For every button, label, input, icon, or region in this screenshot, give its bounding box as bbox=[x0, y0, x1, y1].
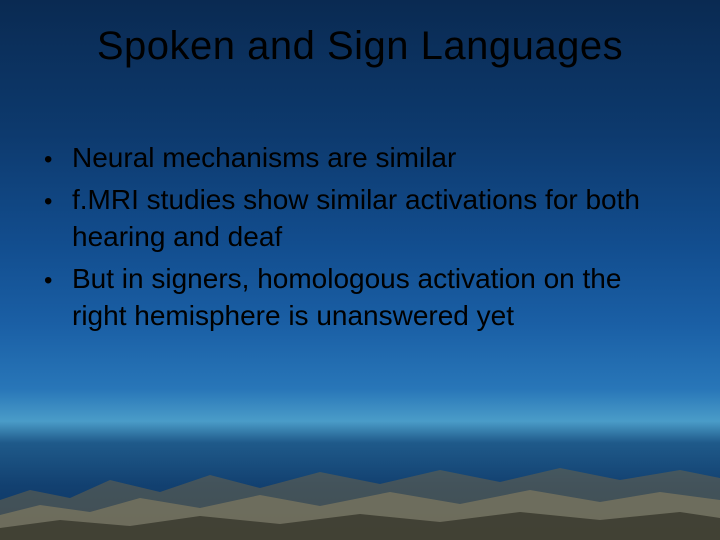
bullet-icon: • bbox=[44, 182, 72, 217]
slide-title: Spoken and Sign Languages bbox=[0, 24, 720, 69]
bullet-icon: • bbox=[44, 261, 72, 296]
bullet-item: • But in signers, homologous activation … bbox=[44, 261, 676, 334]
bullet-text: Neural mechanisms are similar bbox=[72, 140, 676, 176]
slide-body: • Neural mechanisms are similar • f.MRI … bbox=[44, 140, 676, 340]
bullet-icon: • bbox=[44, 140, 72, 175]
terrain-illustration bbox=[0, 380, 720, 540]
bullet-item: • f.MRI studies show similar activations… bbox=[44, 182, 676, 255]
slide: Spoken and Sign Languages • Neural mecha… bbox=[0, 0, 720, 540]
bullet-text: f.MRI studies show similar activations f… bbox=[72, 182, 676, 255]
bullet-item: • Neural mechanisms are similar bbox=[44, 140, 676, 176]
bullet-text: But in signers, homologous activation on… bbox=[72, 261, 676, 334]
